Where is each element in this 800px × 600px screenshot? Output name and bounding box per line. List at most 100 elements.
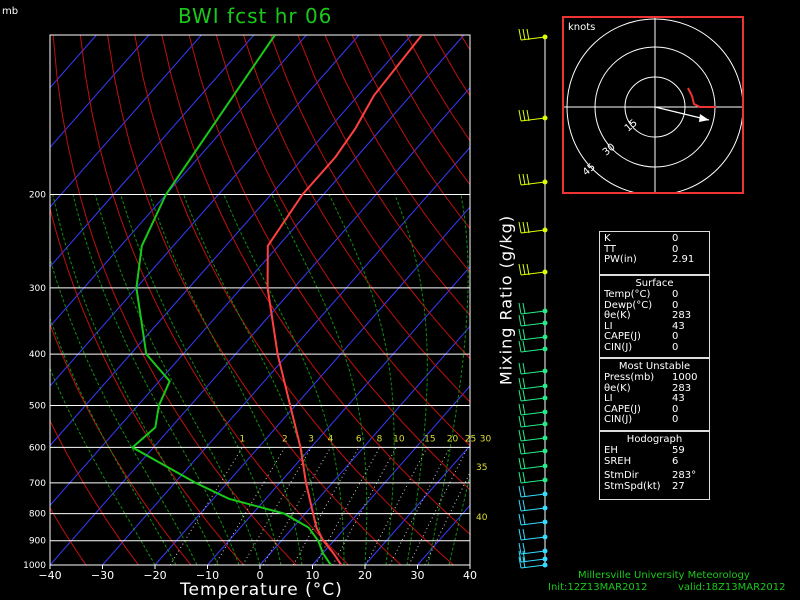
wind-barb-feather — [522, 542, 526, 555]
isotherm-line — [50, 86, 470, 565]
mixing-ratio-label: 10 — [393, 434, 405, 444]
wind-barb-feather — [518, 263, 522, 276]
hodo-ring-label-15: 15 — [623, 118, 640, 135]
wind-barb-feather — [522, 328, 526, 341]
footer-valid: valid:18Z13MAR2012 — [678, 582, 786, 593]
surface-label: CAPE(J) — [604, 331, 641, 342]
wind-barb-feather — [522, 513, 526, 526]
wind-barb-feather — [526, 263, 530, 276]
temperature-tick-label: −20 — [143, 569, 166, 582]
index-value: 0 — [672, 243, 679, 255]
wind-barb-feather — [526, 221, 530, 234]
mu-label: LI — [604, 393, 613, 404]
surface-label: Dewp(°C) — [604, 299, 653, 311]
wind-barb-feather — [518, 429, 522, 442]
isotherm-line — [50, 35, 150, 149]
surface-value: 43 — [672, 320, 685, 332]
mixing-ratio-line — [214, 447, 286, 565]
wind-barb-feather — [518, 377, 522, 390]
dry-adiabat-line — [324, 35, 470, 273]
mixing-ratio-axis-title: Mixing Ratio (g/kg) — [496, 214, 516, 386]
dry-adiabat-line — [79, 35, 349, 565]
moist-adiabat-line — [271, 194, 368, 565]
wind-barb-feather — [518, 389, 522, 402]
index-value: 0 — [672, 233, 679, 244]
hodo-stat-label: EH — [604, 445, 618, 456]
isotherm-line — [50, 35, 97, 89]
wind-barb-feather — [518, 340, 522, 353]
most-unstable-header: Most Unstable — [618, 361, 691, 372]
isotherm-line — [50, 35, 465, 507]
pressure-tick-label: 200 — [29, 191, 46, 201]
isotherm-line — [312, 385, 470, 565]
mu-label: CIN(J) — [604, 414, 633, 425]
mixing-ratio-label: 6 — [356, 434, 362, 444]
pressure-tick-label: 400 — [29, 350, 46, 360]
wind-barb-feather — [522, 499, 526, 512]
wind-barb-feather — [522, 528, 526, 541]
mixing-ratio-line — [365, 447, 428, 565]
hodo-stat-label: SREH — [604, 455, 632, 467]
mixing-ratio-label: 2 — [282, 434, 288, 444]
hodo-stat-label: StmSpd(kt) — [604, 480, 661, 492]
wind-barb-feather — [522, 442, 526, 455]
mu-value: 0 — [672, 414, 679, 425]
wind-barb-feather — [526, 173, 530, 186]
temperature-tick-label: 20 — [358, 569, 372, 582]
mu-value: 0 — [672, 403, 679, 415]
temperature-tick-label: −30 — [91, 569, 114, 582]
moist-adiabat-line — [223, 194, 345, 565]
wind-barb-feather — [518, 28, 522, 41]
wind-barb-feather — [522, 28, 526, 41]
mixing-ratio-label: 3 — [308, 434, 314, 444]
wind-barb-feather — [522, 340, 526, 353]
hodo-stat-value: 6 — [672, 455, 679, 467]
surface-value: 0 — [672, 341, 679, 353]
mixing-ratio-label: 30 — [480, 434, 492, 444]
wind-barb-feather — [518, 302, 522, 315]
wind-barb-feather — [518, 550, 522, 563]
index-label: TT — [604, 243, 617, 255]
wind-barb-feather — [522, 556, 526, 569]
wind-barb-feather — [518, 328, 522, 341]
hodo-stat-value: 59 — [672, 445, 685, 456]
wind-barb-feather — [518, 362, 522, 375]
hodo-ring-label-30: 30 — [601, 142, 618, 159]
pressure-tick-label: 600 — [29, 443, 46, 453]
isotherm-line — [364, 444, 470, 565]
wind-barb-feather — [518, 556, 522, 569]
mu-value: 43 — [672, 393, 685, 404]
isotherm-line — [154, 206, 470, 565]
temperature-tick-label: −40 — [38, 569, 61, 582]
wind-barb-feather — [518, 457, 522, 470]
moist-adiabat-line — [50, 257, 198, 565]
wind-barb-feather — [522, 221, 526, 234]
mu-label: θe(K) — [604, 382, 631, 394]
pressure-tick-label: 500 — [29, 401, 46, 411]
surface-box: Surface Temp(°C) 0 Dewp(°C) 0 θe(K) 283 LI 4… — [599, 275, 710, 358]
dry-adiabat-line — [215, 35, 470, 447]
hodograph-stats-box: Hodograph EH 59 SREH 6 StmDir 283° StmSpd(k… — [599, 431, 710, 500]
indices-box: K 0 TT 0 PW(in) 2.91 — [599, 231, 710, 275]
hodograph-plot: knots 15 30 45 — [564, 18, 744, 196]
mu-label: Press(mb) — [604, 372, 655, 383]
dry-adiabat-line — [50, 419, 139, 565]
mixing-ratio-label: 20 — [447, 434, 459, 444]
hodograph-stats-header: Hodograph — [626, 434, 683, 445]
mu-value: 1000 — [672, 372, 698, 383]
wind-barb-feather — [522, 471, 526, 484]
wind-barb-feather — [522, 457, 526, 470]
dry-adiabat-line — [243, 35, 470, 403]
wind-barb-feather — [526, 109, 530, 122]
mu-value: 283 — [672, 382, 692, 394]
hodograph-trace — [687, 87, 716, 108]
hodo-stat-value: 283° — [672, 470, 697, 481]
hodo-stat-label: StmDir — [604, 470, 639, 481]
wind-barb-feather — [522, 389, 526, 402]
dry-adiabat-line — [270, 35, 470, 360]
hodo-stat-value: 27 — [672, 480, 685, 492]
footer-org: Millersville University Meteorology — [578, 570, 750, 581]
wind-barb-feather — [518, 403, 522, 416]
wind-barb-feather — [526, 28, 530, 41]
dry-adiabat-line — [161, 35, 470, 535]
